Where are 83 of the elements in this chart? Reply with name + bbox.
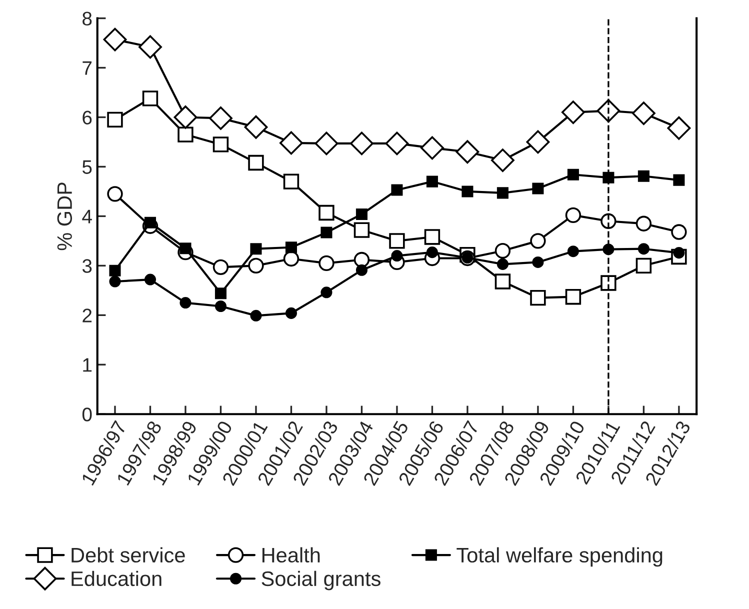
point [638,243,650,255]
point [426,246,438,258]
point [426,176,438,188]
point [565,207,582,224]
legend-label: Debt service [72,547,185,563]
y-tick-label: 6 [82,110,92,124]
point [638,170,650,182]
point [248,154,264,171]
point [532,256,544,268]
point [109,264,121,276]
y-tick-label: 4 [82,210,92,224]
y-tick-label: 0 [82,408,92,422]
point [496,187,508,199]
point [636,216,652,232]
point [109,276,121,288]
point [494,242,511,259]
y-tick-label: 7 [82,61,92,75]
point [491,148,514,172]
legend-label: Education [72,570,162,586]
point [636,258,652,274]
point [562,100,585,124]
point [318,204,334,221]
point [530,290,546,306]
point [107,186,123,202]
y-tick-label: 8 [82,12,92,26]
point [567,246,579,258]
point [248,258,264,274]
legend-label: Total welfare spending [456,547,662,567]
point [424,229,440,245]
point [532,182,544,194]
point [285,307,297,319]
point [285,242,297,254]
point [214,300,226,312]
y-tick-label: 2 [82,308,92,322]
point [391,250,403,262]
point [212,259,229,276]
point [632,102,656,125]
point [494,274,511,290]
point [138,35,162,59]
point [667,116,691,140]
point [385,132,409,156]
point [214,288,226,300]
legend-label: Health [262,547,320,563]
point [144,274,156,286]
point [314,132,338,156]
point [391,184,403,196]
point [530,233,546,249]
point [320,286,332,298]
point [318,255,334,272]
y-tick-label: 5 [82,160,92,174]
point [142,90,158,106]
point [565,289,582,305]
point [209,106,232,130]
legend-label: Social grants [262,570,380,590]
point [567,168,579,180]
point [462,186,474,198]
point [673,174,685,186]
point [350,132,374,156]
point [671,224,687,240]
point [354,252,370,268]
point [107,112,123,128]
point [526,130,550,154]
point [244,115,268,139]
point [354,222,370,238]
point [356,264,368,276]
point [280,131,303,155]
point [180,297,192,309]
point [420,136,444,160]
point [178,126,194,142]
point [496,258,508,270]
point [174,106,198,129]
point [320,226,332,238]
point [103,28,127,52]
y-tick-label: 1 [83,358,92,372]
y-axis-title: % GDP [57,182,72,250]
point [250,243,262,255]
y-tick-label: 3 [82,259,92,273]
point [456,140,480,164]
point [250,310,262,322]
point [283,174,300,190]
point [356,208,368,220]
point [212,136,229,152]
point [389,233,405,249]
